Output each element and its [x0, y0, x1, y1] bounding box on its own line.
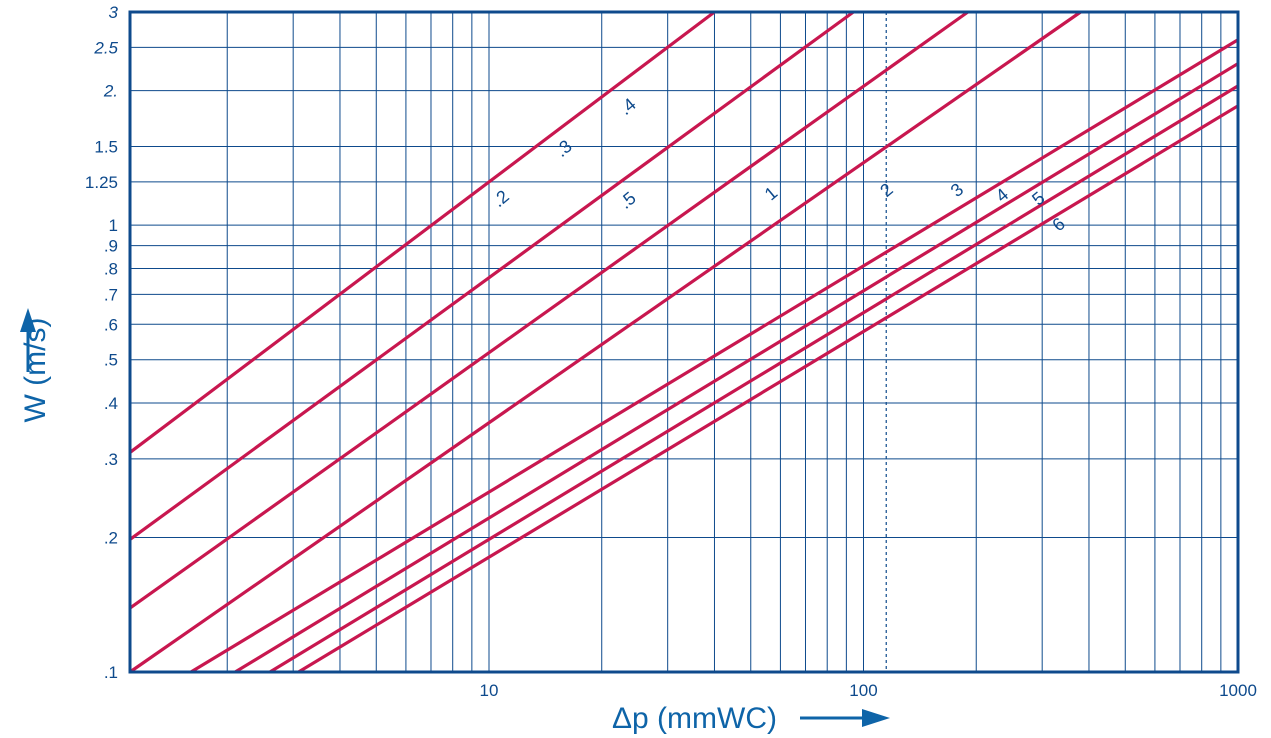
y-tick-label: .1 [104, 663, 118, 682]
y-tick-labels: 3 2.5 2. 1.5 1.25 1 .9 .8 .7 .6 .5 .4 .3 .2 .1 [85, 3, 119, 682]
x-tick-label: 100 [849, 681, 877, 700]
series-label: .4 [615, 94, 639, 119]
series-label: 3 [947, 179, 967, 201]
y-tick-label: .3 [104, 450, 118, 469]
y-tick-label: .2 [104, 528, 118, 547]
series-line [129, 10, 855, 541]
series-line [269, 84, 1239, 674]
series-label: 5 [1028, 188, 1048, 210]
y-tick-label: .9 [104, 237, 118, 256]
grid-lines [130, 12, 1238, 672]
plot-frame [128, 10, 1240, 674]
y-tick-label: 1 [109, 216, 118, 235]
x-tick-labels: 10 100 1000 [480, 681, 1257, 700]
y-tick-label: .6 [104, 315, 118, 334]
series-label: 1 [761, 183, 781, 205]
y-axis-arrow-icon [20, 308, 36, 372]
y-axis-title: W (m/s) [19, 318, 52, 423]
x-axis-arrow-icon [800, 709, 890, 727]
series-line [234, 62, 1239, 674]
y-tick-label: .8 [104, 259, 118, 278]
y-tick-label: 1.25 [85, 173, 118, 192]
series-line [129, 10, 716, 454]
y-tick-label: 1.5 [94, 138, 118, 157]
series-line [297, 104, 1239, 674]
y-tick-label: 2.5 [93, 38, 118, 57]
series-label: 6 [1048, 214, 1068, 236]
x-axis-title: Δp (mmWC) [612, 702, 777, 735]
series-label: 2 [876, 179, 896, 201]
series-line [129, 10, 969, 610]
series-line [190, 38, 1239, 674]
y-tick-label: .7 [104, 285, 118, 304]
series-label: .5 [615, 188, 639, 213]
y-tick-label: 2. [103, 82, 118, 101]
series-label: .3 [551, 136, 575, 161]
y-tick-label: .4 [104, 394, 118, 413]
curves [129, 10, 1239, 674]
series-label: .2 [488, 186, 512, 211]
series-line [129, 10, 1082, 674]
x-tick-label: 1000 [1219, 681, 1257, 700]
y-tick-label: .5 [104, 351, 118, 370]
x-tick-label: 10 [480, 681, 499, 700]
y-tick-label: 3 [109, 3, 119, 22]
